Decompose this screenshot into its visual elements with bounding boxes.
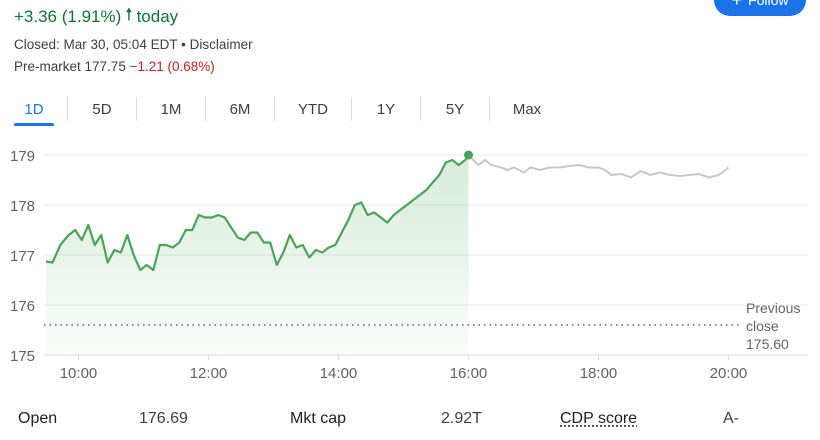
- tab-divider: [420, 97, 421, 121]
- market-status: Closed: Mar 30, 05:04 EDT • Disclaimer: [14, 37, 253, 52]
- arrow-up-icon: 🠕: [125, 5, 133, 24]
- tab-divider: [351, 97, 352, 121]
- tab-max[interactable]: Max: [512, 100, 542, 118]
- x-tick-label: 18:00: [580, 365, 618, 382]
- x-tick-label: 16:00: [450, 365, 488, 382]
- y-tick-label: 175: [10, 348, 35, 365]
- y-tick-label: 178: [10, 198, 35, 215]
- y-tick-label: 177: [10, 248, 35, 265]
- tab-1m[interactable]: 1M: [160, 100, 182, 118]
- premarket-info: Pre-market 177.75 −1.21 (0.68%): [14, 59, 215, 74]
- premarket-label: Pre-market: [14, 59, 81, 74]
- prev-close-line-1: Previous: [746, 300, 801, 316]
- regular-session-area: [46, 155, 469, 355]
- closed-text: Closed: Mar 30, 05:04 EDT: [14, 37, 178, 52]
- tab-divider: [205, 97, 206, 121]
- stat-label-cdp-score[interactable]: CDP score: [560, 410, 638, 427]
- regular-session-line: [45, 154, 470, 272]
- previous-close-label: Previous close 175.60: [746, 299, 800, 353]
- tab-6m[interactable]: 6M: [229, 100, 251, 118]
- tab-divider: [136, 97, 137, 121]
- tab-5d[interactable]: 5D: [92, 100, 112, 118]
- price-chart[interactable]: 179 178 177 176 175 10:00 12:00 14:00 16:00 18:0…: [0, 130, 820, 390]
- prev-close-value: 175.60: [746, 336, 789, 352]
- follow-button[interactable]: + Follow: [714, 0, 806, 16]
- y-tick-label: 179: [10, 148, 35, 165]
- tab-divider: [489, 97, 490, 121]
- tab-5y[interactable]: 5Y: [445, 100, 465, 118]
- premarket-change: −1.21 (0.68%): [129, 59, 215, 74]
- x-tick-label: 10:00: [60, 365, 98, 382]
- tab-1y[interactable]: 1Y: [376, 100, 396, 118]
- change-value: +3.36 (1.91%): [14, 6, 122, 26]
- y-tick-label: 176: [10, 298, 35, 315]
- follow-label: Follow: [748, 0, 789, 8]
- disclaimer-link[interactable]: Disclaimer: [189, 37, 253, 52]
- plus-icon: +: [731, 0, 743, 10]
- extended-hours-line: [467, 154, 730, 179]
- stat-label-open: Open: [18, 410, 58, 427]
- tab-divider: [274, 97, 275, 121]
- x-tick-label: 20:00: [710, 365, 748, 382]
- prev-close-line-2: close: [746, 318, 779, 334]
- stat-value-cdp-score: A-: [723, 410, 739, 427]
- tab-1d[interactable]: 1D: [14, 94, 54, 126]
- tab-divider: [67, 97, 68, 121]
- tab-ytd[interactable]: YTD: [298, 100, 328, 118]
- separator-dot: •: [181, 37, 186, 52]
- x-tick-label: 14:00: [320, 365, 358, 382]
- range-tabs: 1D 5D 1M 6M YTD 1Y 5Y Max: [14, 94, 564, 126]
- stat-value-open: 176.69: [139, 410, 188, 427]
- stat-value-mkt-cap: 2.92T: [441, 410, 482, 427]
- change-suffix: today: [136, 6, 179, 26]
- premarket-price: 177.75: [84, 59, 126, 74]
- price-change: +3.36 (1.91%) 🠕 today: [14, 2, 178, 31]
- stat-label-mkt-cap: Mkt cap: [290, 410, 347, 427]
- x-tick-label: 12:00: [190, 365, 228, 382]
- close-point-marker: [464, 150, 473, 160]
- stats-row: Open 176.69 Mkt cap 2.92T CDP score A-: [0, 404, 820, 434]
